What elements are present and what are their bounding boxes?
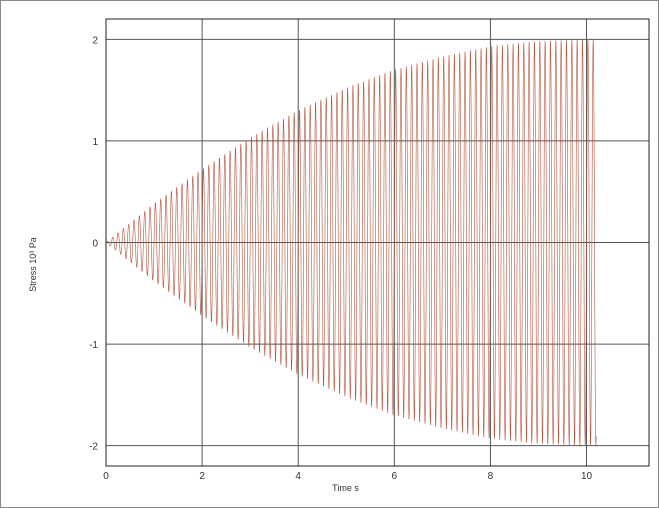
x-tick-label-3: 6 xyxy=(392,471,398,482)
y-tick-label-2: 0 xyxy=(92,239,98,250)
y-tick-label-3: -1 xyxy=(89,340,98,351)
x-tick-label-5: 10 xyxy=(581,471,593,482)
x-tick-label-2: 4 xyxy=(295,471,301,482)
plot-area-frame xyxy=(105,18,650,467)
x-tick-label-0: 0 xyxy=(103,471,109,482)
y-tick-label-1: 1 xyxy=(92,137,98,148)
x-tick-label-4: 8 xyxy=(488,471,494,482)
y-tick-label-4: -2 xyxy=(89,442,98,453)
x-tick-label-1: 2 xyxy=(199,471,205,482)
series-line-0 xyxy=(105,39,597,446)
y-axis-title: Stress 10³ Pa xyxy=(28,237,38,292)
y-tick-label-0: 2 xyxy=(92,35,98,46)
series-group xyxy=(105,39,597,446)
x-axis-title: Time s xyxy=(332,483,359,493)
